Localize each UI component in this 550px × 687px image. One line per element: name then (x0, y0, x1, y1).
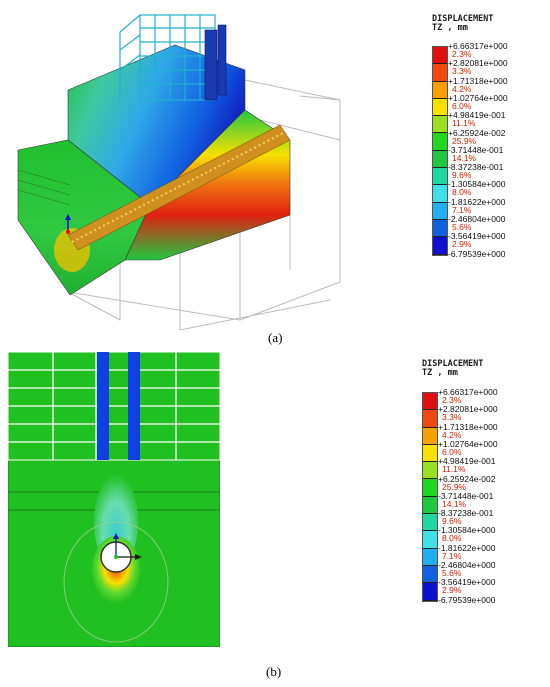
legend-percent: 5.6% (442, 568, 462, 578)
legend-value: +4.98419e-001 (448, 110, 506, 121)
color-swatch (433, 116, 447, 134)
legend-percent: 4.2% (442, 429, 462, 440)
legend-subtitle-b: TZ , mm (422, 368, 458, 378)
legend-percent: 4.2% (452, 83, 472, 94)
legend-subtitle: TZ , mm (432, 23, 468, 33)
axis-marker-icon-2d (113, 533, 142, 560)
legend-percent: 8.0% (442, 533, 462, 544)
color-swatch (433, 185, 447, 203)
legend-value: +6.66317e+000 (448, 41, 508, 51)
tunnel-lining (67, 124, 291, 251)
legend-percent: 5.6% (452, 222, 472, 232)
color-swatch (433, 47, 447, 65)
model-2d-section (8, 352, 220, 647)
color-swatch (423, 462, 437, 480)
model-3d-view (17, 14, 341, 330)
legend-value: -3.71448e-001 (448, 144, 504, 155)
legend-percent: 14.1% (452, 152, 477, 163)
building-columns (204, 24, 227, 101)
color-swatch (423, 565, 437, 584)
legend-value: -3.56419e+000 (438, 577, 496, 588)
color-scale (432, 46, 448, 256)
legend-percent: 7.1% (452, 204, 472, 215)
color-swatch (423, 410, 437, 428)
legend-percent: 9.6% (452, 170, 472, 181)
color-swatch (423, 393, 437, 411)
legend-title: DISPLACEMENT (432, 14, 494, 24)
legend-value: -2.46804e+000 (438, 560, 496, 570)
color-swatch (433, 64, 447, 82)
color-swatch (433, 219, 447, 238)
legend-percent: 8.0% (452, 187, 472, 198)
color-swatch (433, 202, 447, 220)
legend-value: -8.37238e-001 (438, 508, 494, 519)
legend-title-b: DISPLACEMENT (422, 359, 484, 369)
legend-value: +1.71318e+000 (448, 75, 508, 86)
color-swatch (423, 479, 437, 497)
legend-value: -1.81622e+000 (448, 196, 506, 207)
legend-value: -6.79539e+000 (448, 248, 506, 259)
color-swatch (423, 427, 437, 445)
color-swatch (433, 81, 447, 99)
color-swatch (433, 98, 447, 117)
legend-b: DISPLACEMENT TZ , mm (422, 360, 483, 378)
color-swatch (423, 548, 437, 566)
legend-value: +1.02764e+000 (438, 438, 498, 449)
color-swatch (423, 531, 437, 549)
legend-value: +6.66317e+000 (438, 387, 498, 397)
color-swatch (423, 496, 437, 515)
legend-percent: 25.9% (452, 135, 477, 146)
caption-b: (b) (266, 664, 282, 679)
color-swatch (433, 150, 447, 169)
legend-value: +2.82081e+000 (448, 58, 508, 69)
legend-value: +6.25924e-002 (448, 127, 506, 138)
legend-value: -1.30584e+000 (438, 525, 496, 536)
legend-value: -1.81622e+000 (438, 542, 496, 553)
legend-percent: 25.9% (442, 481, 467, 492)
axis-marker-icon (65, 214, 71, 234)
legend-value: -2.46804e+000 (448, 214, 506, 224)
color-swatch (433, 237, 447, 255)
legend-percent: 2.3% (452, 49, 472, 59)
legend-value: -3.71448e-001 (438, 490, 494, 501)
legend-percent: 9.6% (442, 516, 462, 527)
legend-percent: 2.3% (442, 395, 462, 405)
color-swatch (433, 168, 447, 186)
legend-a: DISPLACEMENT TZ , mm (432, 15, 493, 33)
legend-value: -1.30584e+000 (448, 179, 506, 190)
legend-percent: 7.1% (442, 550, 462, 561)
legend-percent: 2.9% (452, 239, 472, 250)
legend-percent: 14.1% (442, 498, 467, 509)
color-swatch (433, 133, 447, 151)
legend-value: +4.98419e-001 (438, 456, 496, 467)
caption-a: (a) (268, 330, 283, 345)
color-scale (422, 392, 438, 602)
legend-value: -6.79539e+000 (438, 594, 496, 605)
legend-value: +6.25924e-002 (438, 473, 496, 484)
legend-percent: 11.1% (442, 464, 466, 475)
legend-percent: 6.0% (442, 446, 462, 457)
legend-value: +2.82081e+000 (438, 404, 498, 415)
legend-value: -3.56419e+000 (448, 231, 506, 242)
legend-value: -8.37238e-001 (448, 162, 504, 173)
legend-percent: 6.0% (452, 100, 472, 111)
legend-percent: 11.1% (452, 118, 476, 129)
soil-front-face (17, 139, 151, 296)
legend-percent: 2.9% (442, 585, 462, 596)
legend-value: +1.02764e+000 (448, 92, 508, 103)
legend-percent: 3.3% (452, 66, 472, 77)
color-swatch (423, 583, 437, 601)
color-swatch (423, 514, 437, 532)
legend-percent: 3.3% (442, 412, 462, 423)
building-columns-2d (97, 352, 140, 460)
color-swatch (423, 444, 437, 463)
legend-value: +1.71318e+000 (438, 421, 498, 432)
